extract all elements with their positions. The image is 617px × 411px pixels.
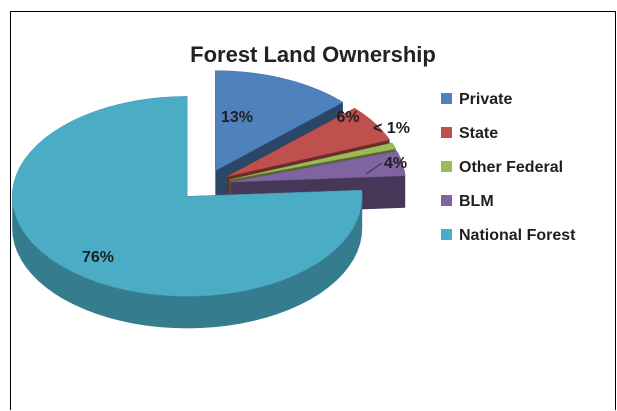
pie-slice-national-forest <box>11 96 363 329</box>
leader-line <box>365 162 383 175</box>
slice-top <box>230 150 406 183</box>
legend-swatch <box>441 93 452 104</box>
legend-item-blm: BLM <box>441 193 494 210</box>
legend-label: State <box>459 125 498 142</box>
data-labels: 13% 6% < 1% 4% 76% <box>82 109 410 266</box>
legend-label: BLM <box>459 193 494 210</box>
data-label-blm: 4% <box>384 155 407 172</box>
slice-top <box>226 107 391 177</box>
legend-label: Other Federal <box>459 159 563 176</box>
legend-swatch <box>441 161 452 172</box>
data-label-private: 13% <box>221 109 253 126</box>
chart-title: Forest Land Ownership <box>190 42 436 67</box>
legend-item-private: Private <box>441 91 512 108</box>
legend-label: Private <box>459 91 512 108</box>
slice-top <box>11 96 363 297</box>
legend-swatch <box>441 195 452 206</box>
data-label-state: 6% <box>336 109 359 126</box>
legend-item-national-forest: National Forest <box>441 227 576 244</box>
data-label-other-federal: < 1% <box>373 120 410 137</box>
legend: Private State Other Federal BLM National For… <box>441 91 576 244</box>
slice-top <box>229 142 397 180</box>
data-label-national-forest: 76% <box>82 249 114 266</box>
slice-top <box>215 70 344 172</box>
legend-swatch <box>441 229 452 240</box>
legend-item-state: State <box>441 125 498 142</box>
legend-item-other-federal: Other Federal <box>441 159 563 176</box>
pie-layer <box>11 70 406 329</box>
slice-side <box>12 196 363 329</box>
legend-swatch <box>441 127 452 138</box>
legend-label: National Forest <box>459 227 576 244</box>
